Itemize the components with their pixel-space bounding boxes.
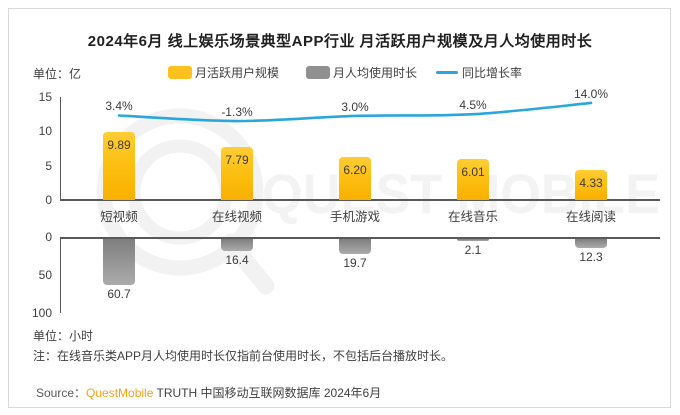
upper-y-axis [60,97,61,200]
mau-bar [457,158,489,200]
mau-bar [221,146,253,200]
mau-value-label: 9.89 [107,138,131,153]
growth-rate-label: 3.4% [105,99,133,114]
mau-bar [339,157,371,200]
growth-rate-label: -1.3% [221,105,253,120]
usage-hours-value-label: 16.4 [225,253,249,268]
usage-hours-value-label: 2.1 [464,242,482,257]
usage-hours-bar [457,238,489,241]
category-label: 在线视频 [211,210,262,224]
mau-bar [575,170,607,200]
growth-rate-label: 3.0% [341,99,369,114]
upper-axis-tick: 15 [38,90,52,104]
legend-label: 同比增长率 [462,65,523,80]
usage-hours-value-label: 19.7 [343,255,367,270]
upper-axis-tick: 0 [45,193,52,207]
lower-y-axis [60,237,61,313]
source-line: Source：QuestMobile TRUTH 中国移动互联网数据库 2024… [36,384,381,401]
usage-hours-value-label: 12.3 [579,249,603,264]
footnote: 注：在线音乐类APP月人均使用时长仅指前台使用时长，不包括后台播放时长。 [33,349,454,363]
legend-line-swatch-icon [436,70,458,74]
legend-bar-swatch-icon [306,65,330,79]
category-label: 在线阅读 [565,210,616,224]
unit-label-top: 单位：亿 [33,67,82,81]
mau-value-label: 6.20 [343,163,367,178]
growth-rate-label: 4.5% [459,98,487,113]
lower-axis-tick: 100 [31,306,52,320]
lower-axis-tick: 50 [38,268,52,282]
legend-label: 月人均使用时长 [333,65,418,80]
legend-bar-swatch-icon [168,65,192,79]
usage-hours-bar [221,238,253,252]
source-suffix: TRUTH 中国移动互联网数据库 2024年6月 [153,386,382,400]
source-prefix: Source： [36,386,87,400]
usage-hours-bar [339,238,371,254]
card-border [8,8,671,408]
growth-rate-label: 14.0% [573,86,609,101]
legend-item-1: 月活跃用户规模 [168,64,279,80]
category-label: 短视频 [100,210,138,224]
mau-value-label: 6.01 [461,164,485,179]
category-label: 手机游戏 [329,210,380,224]
legend-label: 月活跃用户规模 [195,65,280,80]
lower-x-axis [60,237,660,239]
category-label: 在线音乐 [447,210,498,224]
usage-hours-bar [575,238,607,248]
chart-title: 2024年6月 线上娱乐场景典型APP行业 月活跃用户规模及月人均使用时长 [87,33,593,50]
mau-value-label: 4.33 [579,176,603,191]
upper-axis-tick: 10 [38,124,52,139]
legend-item-3: 同比增长率 [436,64,522,80]
source-brand: QuestMobile [86,386,154,400]
upper-axis-tick: 5 [45,158,52,173]
usage-hours-value-label: 60.7 [107,286,131,301]
mau-bar [103,132,135,200]
lower-axis-tick: 0 [45,230,52,244]
usage-hours-bar [103,238,135,285]
legend-item-2: 月人均使用时长 [306,64,417,80]
mau-value-label: 7.79 [225,152,249,167]
unit-label-bottom: 单位：小时 [33,329,94,343]
